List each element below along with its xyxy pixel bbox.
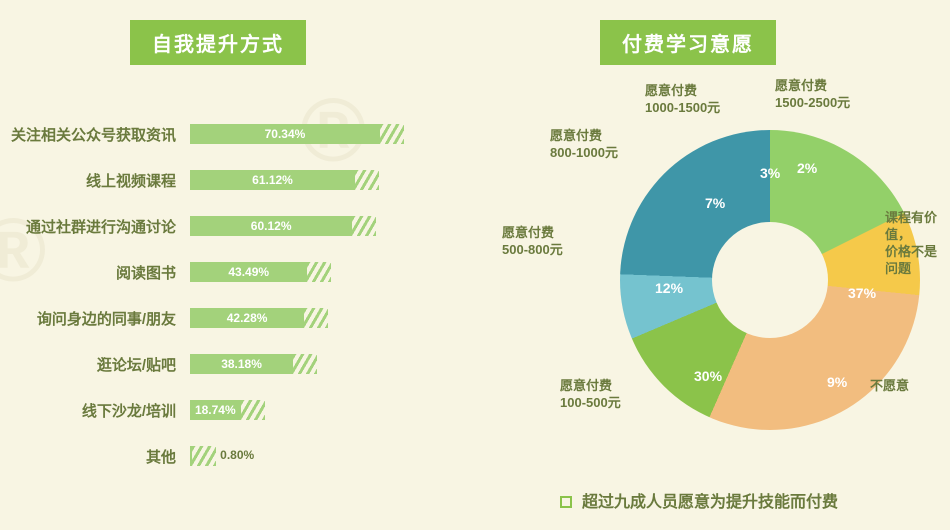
bar-row: 询问身边的同事/朋友42.28%: [0, 295, 470, 341]
bar-label: 通过社群进行沟通讨论: [0, 216, 190, 237]
bar-row: 关注相关公众号获取资讯70.34%: [0, 111, 470, 157]
bullet-icon: [560, 496, 572, 508]
bar-value: 0.80%: [220, 448, 254, 462]
slice-pct: 37%: [848, 285, 876, 301]
slice-label: 愿意付费800-1000元: [550, 128, 618, 162]
slice-label: 愿意付费1500-2500元: [775, 78, 850, 112]
bar-track: 42.28%: [190, 308, 470, 328]
bar-track: 38.18%: [190, 354, 470, 374]
bar-track: 43.49%: [190, 262, 470, 282]
bar-label: 线上视频课程: [0, 170, 190, 191]
bar-chart: 关注相关公众号获取资讯70.34%线上视频课程61.12%通过社群进行沟通讨论6…: [0, 111, 470, 479]
bar-hatch: [355, 170, 379, 190]
bar-fill: 60.12%: [190, 216, 352, 236]
bar-label: 逛论坛/贴吧: [0, 354, 190, 375]
bar-row: 逛论坛/贴吧38.18%: [0, 341, 470, 387]
bar-track: 0.80%: [190, 446, 470, 466]
caption: 超过九成人员愿意为提升技能而付费: [560, 488, 838, 512]
bar-hatch: [380, 124, 404, 144]
bar-label: 询问身边的同事/朋友: [0, 308, 190, 329]
left-panel: 自我提升方式 关注相关公众号获取资讯70.34%线上视频课程61.12%通过社群…: [0, 20, 470, 479]
bar-fill: 43.49%: [190, 262, 307, 282]
caption-text: 超过九成人员愿意为提升技能而付费: [582, 494, 838, 511]
bar-hatch: [192, 446, 216, 466]
bar-label: 线下沙龙/培训: [0, 400, 190, 421]
bar-fill: 70.34%: [190, 124, 380, 144]
bar-hatch: [293, 354, 317, 374]
slice-pct: 9%: [827, 374, 847, 390]
slice-label: 不愿意: [870, 378, 909, 395]
slice-pct: 7%: [705, 195, 725, 211]
bar-fill: 61.12%: [190, 170, 355, 190]
slice-pct: 12%: [655, 280, 683, 296]
bar-track: 18.74%: [190, 400, 470, 420]
bar-fill: 18.74%: [190, 400, 241, 420]
slice-label: 愿意付费1000-1500元: [645, 83, 720, 117]
slice-label: 愿意付费500-800元: [502, 225, 563, 259]
bar-hatch: [307, 262, 331, 282]
bar-row: 阅读图书43.49%: [0, 249, 470, 295]
bar-fill: 42.28%: [190, 308, 304, 328]
right-panel: 付费学习意愿 2%37%9%30%12%7%3% 愿意付费1500-2500元课…: [500, 20, 940, 65]
left-title: 自我提升方式: [130, 20, 306, 65]
bar-track: 61.12%: [190, 170, 470, 190]
bar-label: 其他: [0, 446, 190, 467]
bar-fill: 38.18%: [190, 354, 293, 374]
bar-row: 其他 0.80%: [0, 433, 470, 479]
bar-label: 关注相关公众号获取资讯: [0, 124, 190, 145]
slice-pct: 30%: [694, 368, 722, 384]
bar-label: 阅读图书: [0, 262, 190, 283]
slice-pct: 3%: [760, 165, 780, 181]
bar-track: 70.34%: [190, 124, 470, 144]
slice-pct: 2%: [797, 160, 817, 176]
slice-label: 愿意付费100-500元: [560, 378, 621, 412]
bar-hatch: [352, 216, 376, 236]
bar-row: 线上视频课程61.12%: [0, 157, 470, 203]
bar-hatch: [241, 400, 265, 420]
bar-track: 60.12%: [190, 216, 470, 236]
right-title: 付费学习意愿: [600, 20, 776, 65]
bar-row: 通过社群进行沟通讨论60.12%: [0, 203, 470, 249]
slice-label: 课程有价值，价格不是问题: [885, 210, 940, 278]
bar-row: 线下沙龙/培训18.74%: [0, 387, 470, 433]
bar-hatch: [304, 308, 328, 328]
